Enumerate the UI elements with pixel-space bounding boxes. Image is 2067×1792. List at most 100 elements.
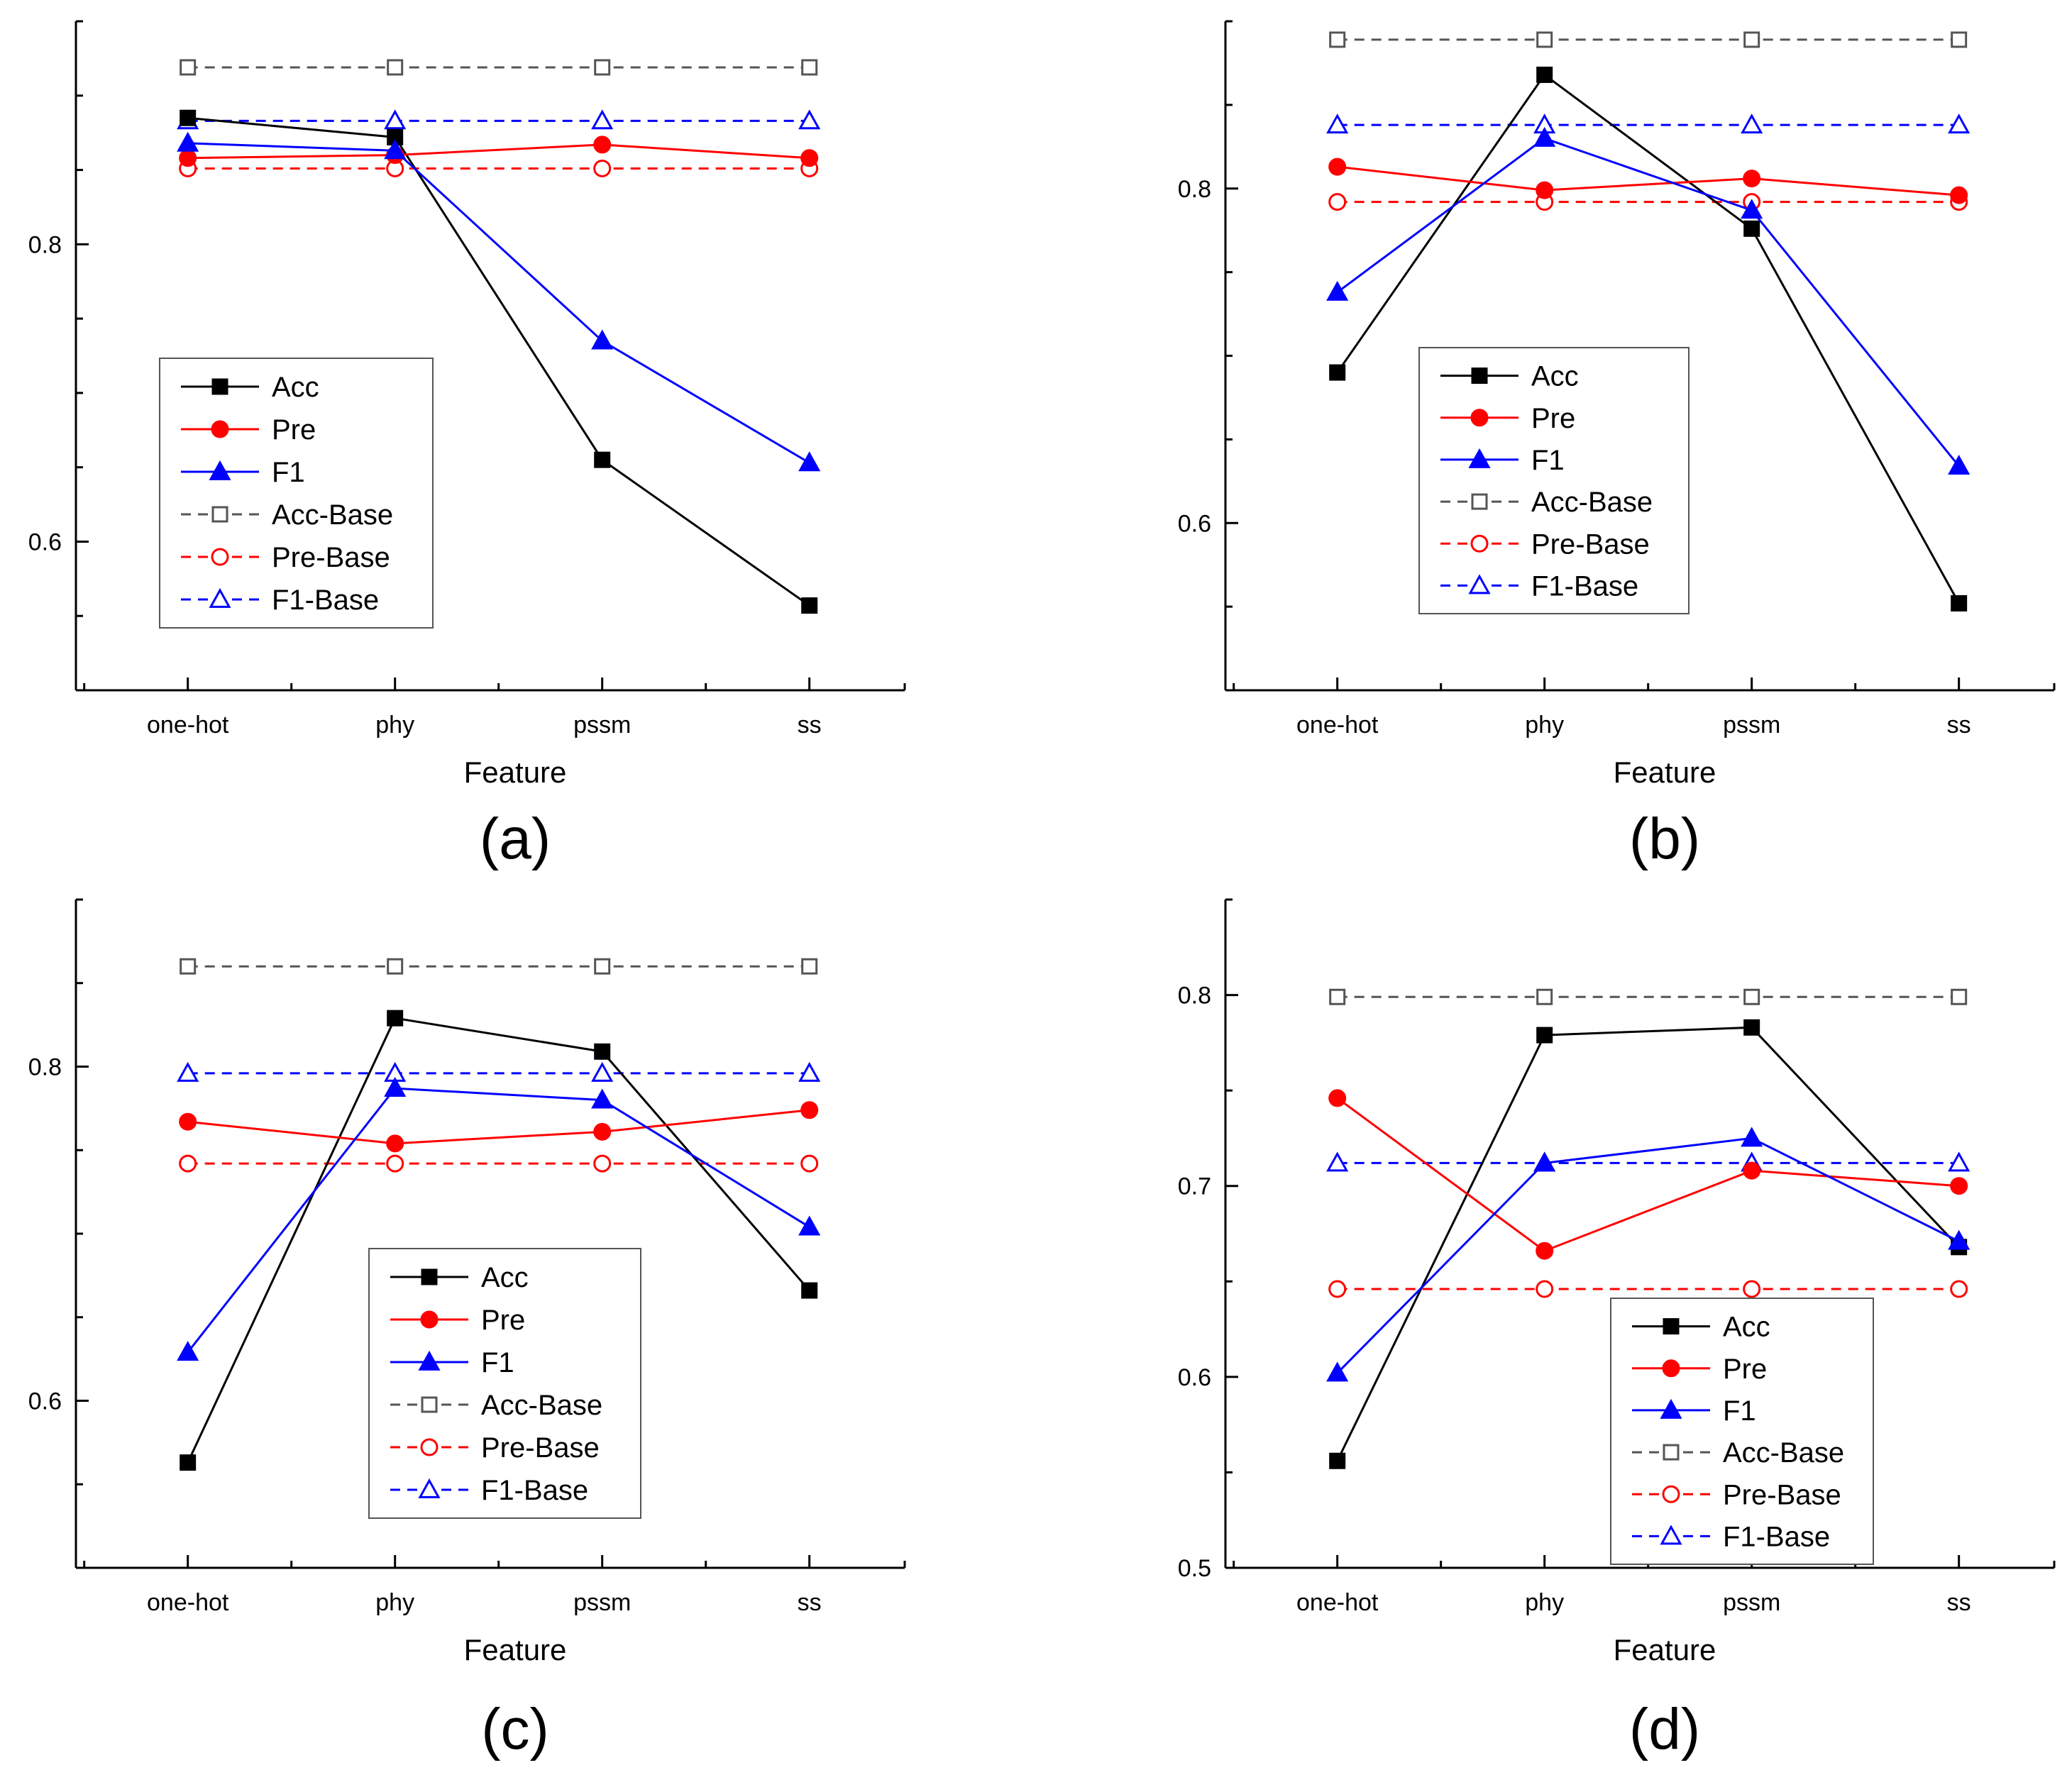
data-point-pre bbox=[1536, 181, 1554, 199]
data-point-pre bbox=[179, 149, 197, 167]
legend-box bbox=[1418, 347, 1690, 614]
legend-marker bbox=[1470, 409, 1489, 427]
data-point-pre-base bbox=[1536, 1280, 1554, 1298]
legend-label-acc-base: Acc-Base bbox=[481, 1390, 602, 1421]
data-point-pre-base bbox=[386, 1154, 404, 1173]
series-f1 bbox=[177, 1077, 821, 1361]
panel-label: (b) bbox=[1629, 807, 1700, 871]
legend-label-f1: F1 bbox=[1531, 445, 1565, 476]
y-tick-label: 0.8 bbox=[1178, 983, 1211, 1010]
legend-marker bbox=[421, 1268, 438, 1285]
series-line-pre bbox=[1337, 165, 1959, 197]
legend-label-acc-base: Acc-Base bbox=[1723, 1437, 1844, 1469]
legend-label-acc-base: Acc-Base bbox=[272, 499, 393, 531]
x-tick-label-ss: ss bbox=[1947, 1589, 1971, 1616]
series-pre bbox=[1328, 1089, 1968, 1260]
x-axis-title: Feature bbox=[1614, 1633, 1716, 1666]
data-point-pre-base bbox=[593, 1154, 612, 1173]
y-tick-label: 0.6 bbox=[28, 1388, 62, 1415]
legend-label-pre: Pre bbox=[1531, 403, 1575, 434]
data-point-f1-base bbox=[1326, 1151, 1349, 1172]
data-point-pre bbox=[1950, 186, 1968, 204]
data-point-pre bbox=[800, 149, 819, 167]
data-point-pre-base bbox=[593, 159, 612, 177]
y-tick-label: 0.6 bbox=[28, 529, 62, 555]
legend-box bbox=[1610, 1298, 1874, 1565]
legend-marker bbox=[1662, 1485, 1680, 1503]
data-point-f1 bbox=[591, 1088, 614, 1109]
data-point-pre bbox=[800, 1101, 819, 1119]
data-point-f1-base bbox=[1948, 1151, 1970, 1172]
legend-label-acc: Acc bbox=[272, 372, 319, 403]
data-point-acc bbox=[801, 597, 818, 614]
data-point-f1-base bbox=[798, 109, 821, 130]
series-f1 bbox=[1326, 1127, 1970, 1382]
data-point-f1 bbox=[177, 1341, 199, 1361]
data-point-acc bbox=[1536, 66, 1553, 83]
legend-marker bbox=[420, 1310, 439, 1329]
legend-marker bbox=[1662, 1359, 1680, 1378]
legend-marker bbox=[420, 1438, 439, 1456]
data-point-f1 bbox=[1533, 1151, 1556, 1172]
data-point-f1-base bbox=[384, 109, 407, 130]
x-tick-label-ss: ss bbox=[1947, 712, 1971, 739]
legend: Acc Pre F1 Acc-Base Pre-Base F1-Base bbox=[1610, 1298, 1874, 1565]
data-point-pre bbox=[1743, 1161, 1761, 1180]
data-point-acc-base bbox=[801, 59, 818, 76]
data-point-pre bbox=[593, 1122, 612, 1141]
data-point-f1 bbox=[1948, 1229, 1970, 1250]
data-point-f1-base bbox=[1948, 114, 1970, 134]
legend-marker bbox=[418, 1478, 441, 1498]
x-tick-label-ss: ss bbox=[798, 1589, 822, 1616]
legend-marker bbox=[211, 506, 228, 523]
data-point-pre bbox=[1328, 1089, 1347, 1107]
series-acc bbox=[180, 109, 818, 614]
x-tick-label-pssm: pssm bbox=[573, 1589, 631, 1616]
y-tick-label: 0.8 bbox=[28, 231, 62, 258]
data-point-pre bbox=[1328, 157, 1347, 176]
series-line-f1 bbox=[187, 1087, 810, 1354]
x-tick-label-phy: phy bbox=[375, 1589, 414, 1616]
data-point-pre-base bbox=[800, 1154, 819, 1173]
data-point-acc bbox=[180, 109, 197, 126]
series-pre-base bbox=[179, 159, 819, 177]
data-point-f1 bbox=[798, 1215, 821, 1236]
x-axis-title: Feature bbox=[464, 756, 567, 789]
data-point-f1-base bbox=[177, 1061, 199, 1082]
panel-label: (c) bbox=[481, 1697, 549, 1761]
legend-marker bbox=[209, 460, 231, 480]
data-point-acc bbox=[801, 1282, 818, 1299]
chart-panel-1: 0.6 0.8 one-hot phy pssm ss Feature (a) Acc Pre F1… bbox=[28, 20, 906, 871]
data-point-acc-base bbox=[1536, 31, 1553, 48]
legend-marker bbox=[211, 548, 229, 566]
chart-panel-2: 0.6 0.8 one-hot phy pssm ss Feature (b) Acc Pre F1… bbox=[1178, 20, 2056, 871]
series-acc-base bbox=[180, 958, 818, 975]
data-point-acc-base bbox=[1951, 31, 1968, 48]
x-tick-label-phy: phy bbox=[1525, 1589, 1564, 1616]
data-point-acc-base bbox=[594, 958, 611, 975]
data-point-f1 bbox=[1326, 280, 1349, 301]
y-tick-label: 0.6 bbox=[1178, 510, 1211, 537]
data-point-f1 bbox=[1948, 455, 1970, 475]
chart-panel-4: 0.5 0.6 0.7 0.8 one-hot phy pssm ss Feature (d) Ac… bbox=[1178, 898, 2056, 1761]
data-point-acc-base bbox=[1743, 988, 1760, 1005]
x-tick-label-pssm: pssm bbox=[573, 712, 631, 739]
data-point-acc bbox=[594, 1043, 611, 1060]
legend: Acc Pre F1 Acc-Base Pre-Base F1-Base bbox=[368, 1248, 641, 1519]
data-point-f1 bbox=[1533, 126, 1556, 147]
series-pre-base bbox=[1328, 1280, 1968, 1298]
series-acc bbox=[1329, 66, 1968, 612]
legend-label-pre-base: Pre-Base bbox=[481, 1432, 600, 1464]
series-line-pre bbox=[187, 1109, 810, 1145]
y-tick-label: 0.8 bbox=[28, 1054, 62, 1081]
data-point-f1 bbox=[384, 139, 407, 160]
series-acc bbox=[180, 1010, 818, 1471]
series-pre bbox=[179, 1101, 819, 1153]
data-point-acc bbox=[594, 451, 611, 468]
data-point-f1-base bbox=[798, 1061, 821, 1082]
x-tick-label-phy: phy bbox=[1525, 712, 1564, 739]
data-point-acc bbox=[387, 1010, 404, 1027]
legend-label-f1: F1 bbox=[481, 1347, 514, 1378]
legend-label-pre-base: Pre-Base bbox=[1531, 529, 1650, 560]
